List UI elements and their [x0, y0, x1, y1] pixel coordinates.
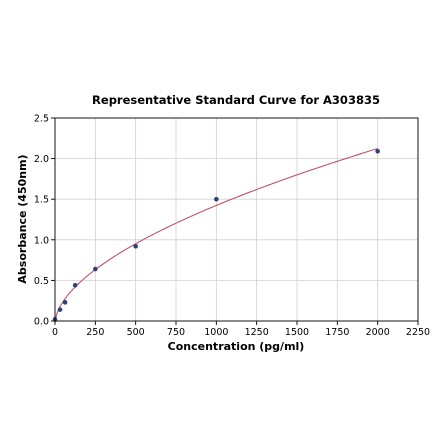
x-tick-label: 2000: [366, 327, 390, 338]
y-axis-label: Absorbance (450nm): [16, 154, 29, 283]
y-tick-label: 2.5: [34, 114, 49, 125]
data-point: [57, 307, 63, 312]
x-tick-label: 1000: [204, 327, 228, 338]
y-tick-label: 1.5: [34, 195, 49, 206]
x-tick-label: 750: [167, 327, 185, 338]
x-tick-label: 0: [52, 327, 58, 338]
chart-title: Representative Standard Curve for A30383…: [92, 93, 380, 107]
grid-lines: [54, 117, 419, 322]
y-tick-label: 0.5: [34, 276, 49, 287]
plot-frame: [54, 117, 419, 322]
y-tick-label: 0.0: [34, 317, 49, 328]
data-point: [72, 282, 78, 288]
x-tick-label: 1750: [325, 327, 349, 338]
x-tick-label: 2250: [406, 327, 430, 338]
y-axis-ticks: 0.0 0.5 1.0 1.5 2.0 2.5: [34, 114, 55, 328]
x-tick-label: 1500: [285, 327, 309, 338]
x-axis-label: Concentration (pg/ml): [168, 340, 305, 353]
x-tick-label: 500: [127, 327, 145, 338]
data-point: [214, 196, 219, 202]
x-axis-ticks: 0 250 500 750 1000 1250 1500 1750 2000 2250: [52, 321, 430, 338]
fit-curve: [54, 147, 378, 323]
fit-curve-layer: [54, 147, 378, 323]
y-tick-label: 1.0: [34, 235, 49, 246]
data-points: [52, 148, 380, 322]
data-point: [62, 300, 68, 305]
data-point: [375, 148, 380, 154]
x-tick-label: 250: [86, 327, 104, 338]
data-point: [133, 243, 138, 249]
x-tick-label: 1250: [245, 327, 269, 338]
y-tick-label: 2.0: [34, 154, 49, 165]
data-point: [93, 266, 98, 272]
